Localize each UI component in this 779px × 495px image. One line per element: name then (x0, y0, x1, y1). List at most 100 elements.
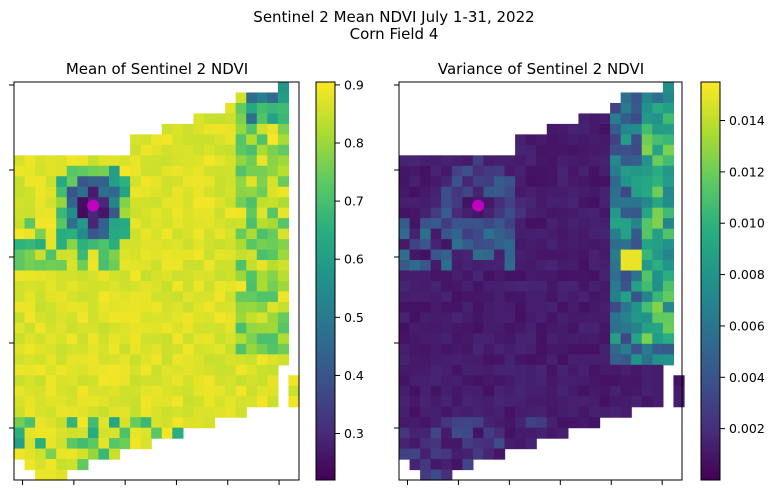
heatmap-cell (620, 385, 632, 397)
heatmap-cell (472, 354, 485, 366)
heatmap-cell (409, 281, 421, 293)
heatmap-cell (652, 123, 664, 135)
heatmap-cell (225, 249, 237, 261)
heatmap-cell (182, 343, 195, 355)
heatmap-cell (567, 364, 580, 376)
heatmap-cell (546, 396, 558, 408)
heatmap-cell (504, 207, 516, 219)
heatmap-cell (256, 123, 268, 135)
heatmap-cell (462, 396, 474, 408)
heatmap-cell (35, 239, 47, 251)
heatmap-cell (472, 176, 485, 188)
heatmap-cell (662, 155, 675, 167)
heatmap-cell (620, 197, 632, 209)
heatmap-cell (98, 218, 110, 230)
heatmap-cell (56, 385, 68, 397)
heatmap-cell (256, 239, 268, 251)
heatmap-cell (430, 260, 442, 272)
heatmap-cell (557, 406, 569, 418)
heatmap-cell (494, 322, 506, 334)
heatmap-cell (546, 427, 558, 439)
heatmap-cell (589, 134, 601, 146)
heatmap-cell (420, 396, 432, 408)
heatmap-cell (182, 312, 195, 324)
heatmap-cell (14, 291, 26, 303)
heatmap-cell (451, 176, 463, 188)
heatmap-cell (56, 281, 68, 293)
heatmap-cell (420, 270, 432, 282)
heatmap-cell (515, 375, 527, 387)
heatmap-cell (14, 406, 26, 418)
heatmap-cell (193, 333, 205, 345)
heatmap-cell (462, 312, 474, 324)
heatmap-cell (420, 469, 432, 481)
heatmap-cell (193, 218, 205, 230)
heatmap-cell (24, 291, 36, 303)
heatmap-cell (193, 123, 205, 135)
heatmap-cell (494, 427, 506, 439)
heatmap-cell (45, 207, 57, 219)
heatmap-cell (35, 218, 47, 230)
heatmap-cell (77, 197, 89, 209)
heatmap-cell (119, 281, 131, 293)
heatmap-cell (525, 197, 537, 209)
heatmap-cell (140, 322, 152, 334)
heatmap-cell (172, 155, 184, 167)
heatmap-cell (515, 249, 527, 261)
heatmap-cell (504, 322, 516, 334)
heatmap-cell (462, 385, 474, 397)
heatmap-cell (409, 207, 421, 219)
heatmap-cell (504, 155, 516, 167)
heatmap-cell (151, 228, 163, 240)
heatmap-cell (267, 228, 279, 240)
heatmap-cell (578, 113, 590, 125)
heatmap-cell (214, 375, 226, 387)
heatmap-cell (504, 364, 516, 376)
heatmap-cell (35, 301, 47, 314)
heatmap-cell (494, 270, 506, 282)
heatmap-cell (119, 427, 131, 439)
heatmap-cell (204, 301, 216, 314)
heatmap-cell (182, 123, 195, 135)
heatmap-cell (462, 239, 474, 251)
heatmap-cell (662, 270, 675, 282)
heatmap-cell (151, 239, 163, 251)
heatmap-cell (77, 312, 89, 324)
heatmap-cell (235, 186, 247, 198)
heatmap-cell (151, 281, 163, 293)
heatmap-cell (599, 144, 611, 156)
heatmap-cell (246, 333, 258, 345)
heatmap-cell (557, 228, 569, 240)
heatmap-cell (546, 207, 558, 219)
heatmap-cell (246, 218, 258, 230)
heatmap-cell (652, 375, 664, 387)
heatmap-cell (204, 354, 216, 366)
heatmap-cell (267, 207, 279, 219)
heatmap-cell (119, 176, 131, 188)
heatmap-cell (430, 469, 442, 481)
heatmap-cell (130, 218, 142, 230)
heatmap-cell (45, 312, 57, 324)
heatmap-cell (204, 270, 216, 282)
heatmap-cell (462, 186, 474, 198)
heatmap-cell (130, 270, 142, 282)
heatmap-cell (589, 406, 601, 418)
heatmap-cell (631, 239, 643, 251)
heatmap-cell (161, 375, 173, 387)
heatmap-cell (35, 260, 47, 272)
heatmap-cell (66, 385, 78, 397)
heatmap-cell (246, 186, 258, 198)
heatmap-cell (277, 228, 290, 240)
heatmap-cell (525, 228, 537, 240)
heatmap-cell (56, 438, 68, 450)
heatmap-cell (161, 260, 173, 272)
heatmap-cell (130, 134, 142, 146)
heatmap-cell (578, 343, 590, 355)
heatmap-cell (172, 123, 184, 135)
heatmap-cell (451, 186, 463, 198)
heatmap-cell (451, 459, 463, 471)
heatmap-cell (483, 260, 495, 272)
heatmap-cell (24, 364, 36, 376)
heatmap-cell (130, 197, 142, 209)
